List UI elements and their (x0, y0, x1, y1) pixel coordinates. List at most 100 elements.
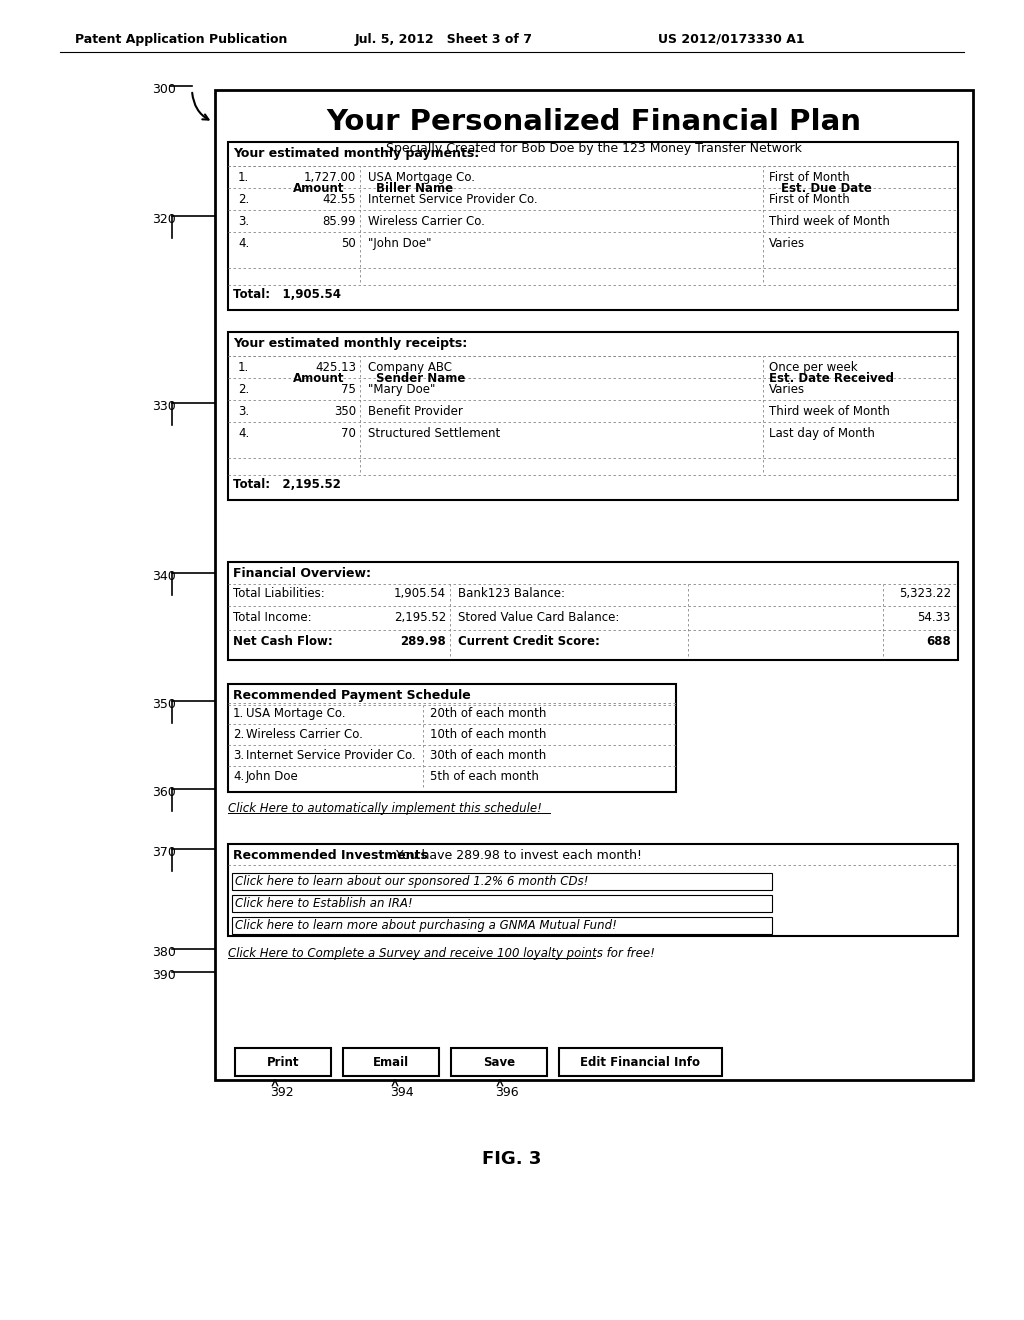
Text: Once per week: Once per week (769, 360, 858, 374)
Text: Recommended Payment Schedule: Recommended Payment Schedule (233, 689, 471, 702)
Text: 2.: 2. (238, 193, 249, 206)
Bar (234, 1048, 331, 1076)
Text: 1.: 1. (233, 708, 245, 719)
Text: Third week of Month: Third week of Month (769, 405, 890, 418)
Text: 70: 70 (341, 426, 356, 440)
Text: 54.33: 54.33 (918, 611, 951, 624)
Text: 75: 75 (341, 383, 356, 396)
Text: Edit Financial Info: Edit Financial Info (581, 1056, 700, 1068)
Text: Patent Application Publication: Patent Application Publication (75, 33, 288, 46)
Text: 390: 390 (152, 969, 176, 982)
Text: 1,905.54: 1,905.54 (394, 587, 446, 601)
Text: Amount: Amount (293, 182, 344, 195)
Text: 1,727.00: 1,727.00 (304, 172, 356, 183)
Text: 3.: 3. (238, 215, 249, 228)
Text: Stored Value Card Balance:: Stored Value Card Balance: (458, 611, 620, 624)
Text: Click Here to automatically implement this schedule!: Click Here to automatically implement th… (228, 803, 542, 814)
Text: 2.: 2. (233, 729, 245, 741)
Bar (559, 1048, 722, 1076)
Text: 1.: 1. (238, 172, 249, 183)
Text: Click here to learn about our sponsored 1.2% 6 month CDs!: Click here to learn about our sponsored … (234, 875, 589, 888)
Text: 4.: 4. (238, 238, 249, 249)
Text: Company ABC: Company ABC (368, 360, 452, 374)
Text: Recommended Investments: Recommended Investments (233, 849, 428, 862)
Text: Wireless Carrier Co.: Wireless Carrier Co. (246, 729, 362, 741)
Text: FIG. 3: FIG. 3 (482, 1150, 542, 1168)
Text: "Mary Doe": "Mary Doe" (368, 383, 435, 396)
Text: 50: 50 (341, 238, 356, 249)
Text: Your estimated monthly receipts:: Your estimated monthly receipts: (233, 337, 467, 350)
Text: Bank123 Balance:: Bank123 Balance: (458, 587, 565, 601)
Text: Click here to Establish an IRA!: Click here to Establish an IRA! (234, 898, 413, 909)
Text: 42.55: 42.55 (323, 193, 356, 206)
Text: 340: 340 (152, 570, 176, 583)
Text: 30th of each month: 30th of each month (430, 748, 546, 762)
Bar (232, 917, 772, 935)
Text: 5,323.22: 5,323.22 (899, 587, 951, 601)
Text: Click here to learn more about purchasing a GNMA Mutual Fund!: Click here to learn more about purchasin… (234, 919, 616, 932)
Text: 4.: 4. (233, 770, 245, 783)
Text: 360: 360 (152, 785, 176, 799)
Text: 10th of each month: 10th of each month (430, 729, 547, 741)
Text: You have 289.98 to invest each month!: You have 289.98 to invest each month! (388, 849, 642, 862)
Text: 85.99: 85.99 (323, 215, 356, 228)
Text: USA Mortage Co.: USA Mortage Co. (246, 708, 345, 719)
Text: 350: 350 (334, 405, 356, 418)
Text: Net Cash Flow:: Net Cash Flow: (233, 635, 333, 648)
Bar (232, 873, 772, 890)
Text: Internet Service Provider Co.: Internet Service Provider Co. (368, 193, 538, 206)
Text: 289.98: 289.98 (400, 635, 446, 648)
Text: Email: Email (373, 1056, 409, 1068)
Bar (228, 684, 676, 792)
Text: Internet Service Provider Co.: Internet Service Provider Co. (246, 748, 416, 762)
Text: Last day of Month: Last day of Month (769, 426, 874, 440)
Text: Total Liabilities:: Total Liabilities: (233, 587, 325, 601)
Text: "John Doe": "John Doe" (368, 238, 431, 249)
Text: Amount: Amount (293, 372, 344, 385)
Bar (228, 843, 958, 936)
Text: 394: 394 (390, 1086, 414, 1100)
Text: Current Credit Score:: Current Credit Score: (458, 635, 600, 648)
Text: Total Income:: Total Income: (233, 611, 311, 624)
Text: 20th of each month: 20th of each month (430, 708, 547, 719)
Text: Wireless Carrier Co.: Wireless Carrier Co. (368, 215, 485, 228)
Text: Specially Created for Bob Doe by the 123 Money Transfer Network: Specially Created for Bob Doe by the 123… (386, 143, 802, 154)
Text: Benefit Provider: Benefit Provider (368, 405, 463, 418)
Text: First of Month: First of Month (769, 172, 850, 183)
Text: 300: 300 (152, 83, 176, 96)
Text: Third week of Month: Third week of Month (769, 215, 890, 228)
Text: Est. Due Date: Est. Due Date (781, 182, 871, 195)
Text: Print: Print (266, 1056, 299, 1068)
Text: 2,195.52: 2,195.52 (394, 611, 446, 624)
Text: Varies: Varies (769, 238, 805, 249)
Text: 5th of each month: 5th of each month (430, 770, 539, 783)
Bar (228, 143, 958, 310)
Text: 320: 320 (152, 213, 176, 226)
Text: 2.: 2. (238, 383, 249, 396)
Text: Save: Save (483, 1056, 515, 1068)
Text: 4.: 4. (238, 426, 249, 440)
Text: 3.: 3. (238, 405, 249, 418)
Text: 3.: 3. (233, 748, 244, 762)
Text: Structured Settlement: Structured Settlement (368, 426, 501, 440)
Bar (228, 562, 958, 660)
Text: US 2012/0173330 A1: US 2012/0173330 A1 (658, 33, 805, 46)
Text: 392: 392 (270, 1086, 294, 1100)
Text: Biller Name: Biller Name (376, 182, 454, 195)
Text: 396: 396 (495, 1086, 518, 1100)
Text: 330: 330 (152, 400, 176, 413)
Text: Click Here to Complete a Survey and receive 100 loyalty points for free!: Click Here to Complete a Survey and rece… (228, 946, 655, 960)
Text: Total:   1,905.54: Total: 1,905.54 (233, 288, 341, 301)
Text: Jul. 5, 2012   Sheet 3 of 7: Jul. 5, 2012 Sheet 3 of 7 (355, 33, 534, 46)
Text: First of Month: First of Month (769, 193, 850, 206)
Text: Varies: Varies (769, 383, 805, 396)
Bar (343, 1048, 439, 1076)
Text: John Doe: John Doe (246, 770, 299, 783)
Text: Financial Overview:: Financial Overview: (233, 568, 371, 579)
Text: Sender Name: Sender Name (376, 372, 465, 385)
Text: 688: 688 (927, 635, 951, 648)
Text: Total:   2,195.52: Total: 2,195.52 (233, 478, 341, 491)
Text: 370: 370 (152, 846, 176, 859)
Bar (215, 90, 973, 1080)
Text: Est. Date Received: Est. Date Received (769, 372, 894, 385)
